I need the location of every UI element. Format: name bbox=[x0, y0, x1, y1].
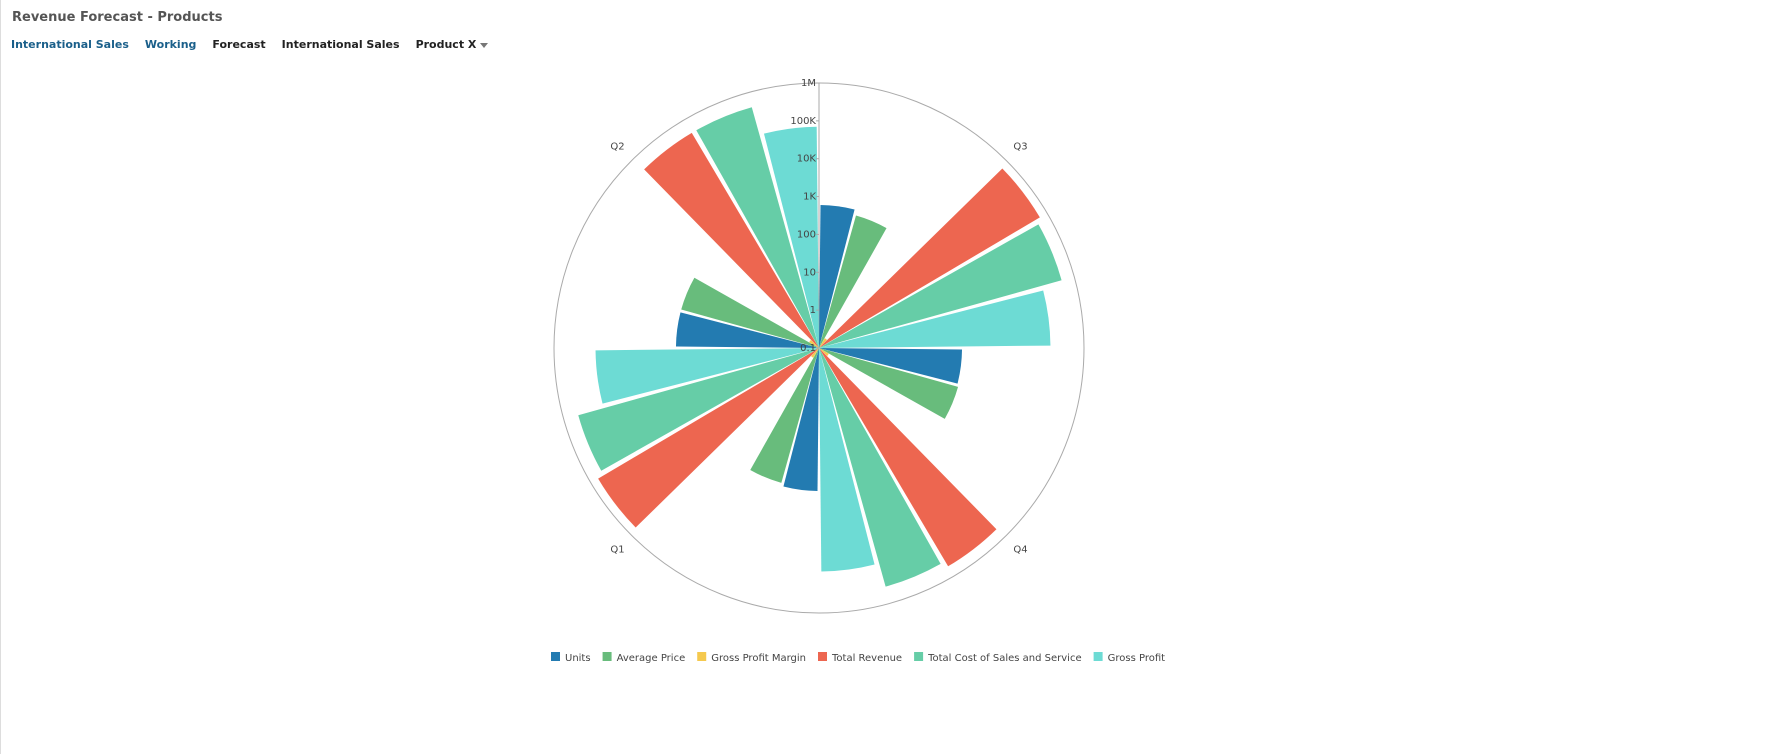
polar-bar bbox=[644, 132, 819, 348]
polar-bar bbox=[750, 348, 819, 483]
polar-bar bbox=[681, 277, 819, 348]
legend-label: Average Price bbox=[617, 653, 686, 664]
category-label: Q2 bbox=[610, 141, 624, 152]
legend-swatch bbox=[551, 652, 560, 661]
radial-tick-label: 0.1 bbox=[800, 343, 816, 354]
category-label: Q1 bbox=[610, 545, 624, 556]
radial-tick-label: 100K bbox=[790, 116, 816, 127]
pov-item[interactable]: Working bbox=[144, 38, 197, 51]
legend: Units Average Price Gross Profit Margin Tot… bbox=[551, 652, 1165, 664]
legend-label: Total Revenue bbox=[831, 653, 902, 664]
pov-item[interactable]: International Sales bbox=[281, 38, 400, 51]
legend-swatch bbox=[914, 652, 924, 661]
polar-bar bbox=[595, 348, 819, 404]
polar-bar bbox=[696, 107, 819, 348]
polar-bar bbox=[819, 338, 827, 348]
legend-label: Gross Profit bbox=[1108, 653, 1166, 664]
legend-label: Units bbox=[565, 653, 591, 664]
radial-tick-label: 10 bbox=[803, 267, 816, 278]
category-label: Q4 bbox=[1013, 545, 1027, 556]
category-label: Q3 bbox=[1013, 141, 1027, 152]
legend-swatch bbox=[602, 652, 612, 661]
polar-bar bbox=[819, 168, 1040, 348]
radial-tick-label: 100 bbox=[797, 229, 816, 240]
polar-bar bbox=[819, 204, 855, 348]
polar-bar bbox=[819, 348, 875, 572]
legend-label: Gross Profit Margin bbox=[711, 653, 806, 664]
radial-tick-label: 1M bbox=[801, 78, 816, 89]
polar-bar bbox=[598, 348, 819, 528]
legend-swatch bbox=[1093, 652, 1103, 661]
polar-bar bbox=[819, 348, 941, 587]
polar-bar bbox=[578, 348, 819, 471]
radial-tick-label: 10K bbox=[797, 154, 817, 165]
radial-tick-label: 1 bbox=[810, 305, 816, 316]
page-title: Revenue Forecast - Products bbox=[12, 10, 223, 25]
pov-item[interactable]: Forecast bbox=[212, 38, 266, 51]
pov-item[interactable]: International Sales bbox=[11, 38, 129, 51]
polar-bar bbox=[819, 348, 959, 419]
legend-swatch bbox=[818, 652, 827, 661]
polar-bar bbox=[819, 348, 963, 384]
polar-bar bbox=[819, 348, 997, 567]
polar-bar bbox=[819, 290, 1051, 348]
legend-swatch bbox=[697, 652, 707, 661]
polar-bar bbox=[675, 312, 819, 348]
legend-label: Total Cost of Sales and Service bbox=[927, 653, 1082, 664]
pov-dropdown[interactable]: Product X bbox=[416, 38, 489, 51]
polar-bar bbox=[819, 215, 887, 348]
polar-bar bbox=[809, 340, 819, 348]
pov-bar: International Sales Working Forecast Int… bbox=[11, 38, 489, 51]
polar-bar bbox=[783, 348, 819, 492]
radial-tick-label: 1K bbox=[803, 192, 816, 203]
polar-bar bbox=[819, 348, 829, 356]
polar-bar bbox=[763, 126, 819, 348]
pov-item[interactable]: Product X bbox=[415, 38, 477, 51]
polar-bar bbox=[819, 224, 1062, 348]
bars bbox=[578, 107, 1062, 587]
polar-bar bbox=[811, 348, 819, 358]
